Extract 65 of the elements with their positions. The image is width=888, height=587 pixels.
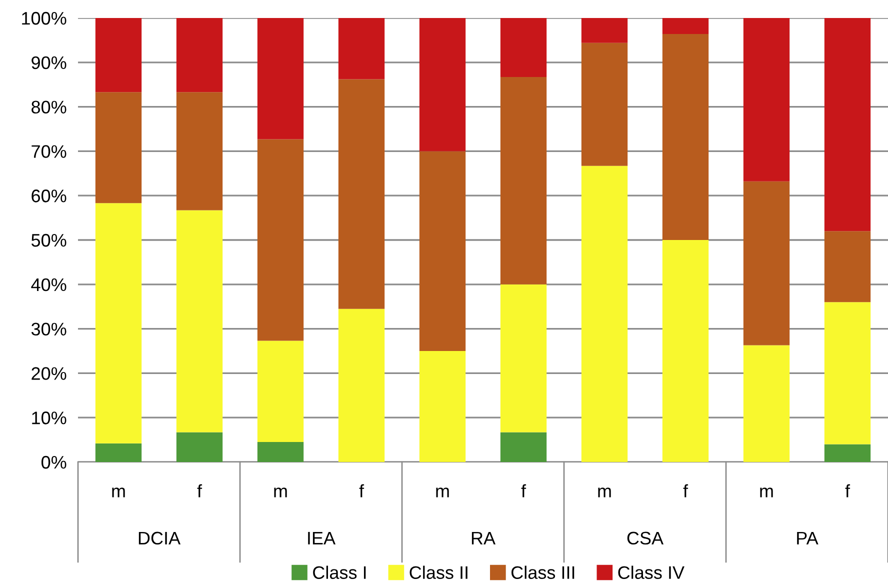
y-tick-label: 40% xyxy=(31,278,66,292)
bar xyxy=(257,340,304,442)
x-tick-label: f xyxy=(683,484,688,498)
bar xyxy=(581,18,628,43)
bar xyxy=(500,18,547,78)
legend-label: Class I xyxy=(313,566,366,579)
bar xyxy=(500,284,547,432)
x-tick-label: f xyxy=(521,484,526,498)
bar xyxy=(419,18,466,152)
x-tick-label: m xyxy=(274,488,287,498)
bar xyxy=(257,442,304,462)
y-tick-label: 0% xyxy=(42,456,66,469)
y-tick-label: 70% xyxy=(32,145,66,158)
bar xyxy=(338,308,385,462)
bar xyxy=(95,92,142,204)
bar xyxy=(824,302,871,444)
bar xyxy=(95,443,142,462)
y-tick-label: 50% xyxy=(31,234,66,247)
x-tick-label: m xyxy=(112,488,125,498)
bar xyxy=(662,240,709,462)
y-tick-label: 60% xyxy=(32,190,66,202)
bar xyxy=(500,432,547,462)
bar xyxy=(743,181,790,346)
text: RA xyxy=(472,532,496,544)
bar xyxy=(824,18,871,232)
y-tick-label: 20% xyxy=(32,367,66,380)
bar xyxy=(338,79,385,309)
bar xyxy=(176,210,223,432)
bar xyxy=(581,42,628,166)
bar xyxy=(95,203,142,444)
x-tick-label: f xyxy=(197,484,202,498)
legend-label: Class IV xyxy=(618,566,684,579)
x-tick-label: f xyxy=(845,484,850,498)
legend-label: Class III xyxy=(511,566,574,579)
y-tick-label: 80% xyxy=(32,100,66,114)
bar xyxy=(662,18,709,34)
bar xyxy=(662,34,709,240)
y-tick-label: 100% xyxy=(22,12,66,25)
bar xyxy=(743,345,790,462)
x-tick-label: m xyxy=(436,488,449,498)
text: CSA xyxy=(627,532,664,545)
y-tick-label: 30% xyxy=(31,322,66,336)
bar xyxy=(743,18,790,182)
bar xyxy=(500,77,547,284)
text: PA xyxy=(797,532,818,544)
bar xyxy=(581,166,628,462)
x-tick-label: m xyxy=(598,488,611,498)
x-tick-label: f xyxy=(359,484,364,498)
bar xyxy=(176,18,223,92)
y-tick-label: 90% xyxy=(32,56,66,70)
bar xyxy=(338,18,385,80)
bar xyxy=(176,92,223,210)
text: IEA xyxy=(308,532,336,544)
x-tick-label: m xyxy=(760,488,773,498)
bar xyxy=(257,18,304,140)
legend-label: Class II xyxy=(410,566,468,579)
bar xyxy=(824,444,871,462)
bar xyxy=(95,18,142,92)
bar xyxy=(419,351,466,462)
bar xyxy=(176,432,223,462)
bar xyxy=(419,151,466,351)
bar xyxy=(824,231,871,302)
bar xyxy=(257,139,304,341)
text: DCIA xyxy=(138,532,181,545)
y-tick-label: 10% xyxy=(32,412,66,424)
